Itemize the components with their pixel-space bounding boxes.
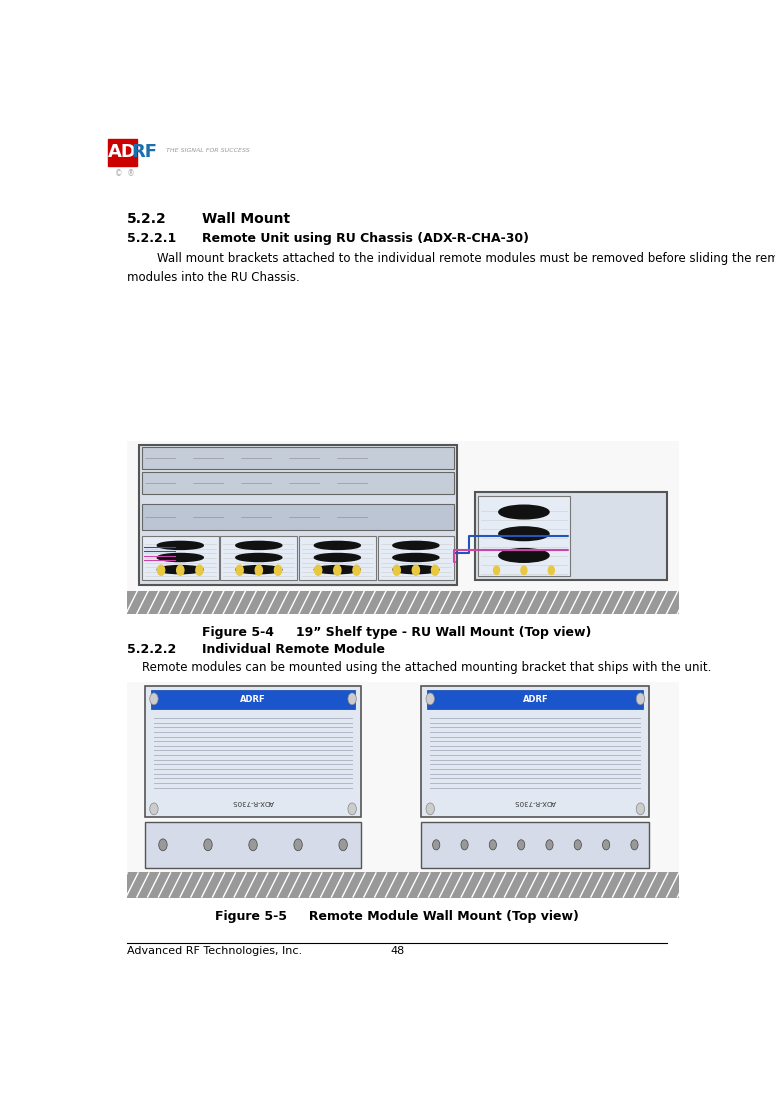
Text: 5.2.2.2: 5.2.2.2: [127, 643, 176, 656]
Ellipse shape: [315, 566, 360, 574]
Circle shape: [494, 566, 500, 575]
Circle shape: [150, 693, 158, 704]
Circle shape: [631, 840, 638, 850]
Bar: [142, 473, 454, 495]
Bar: [145, 686, 361, 818]
Ellipse shape: [157, 554, 203, 562]
Ellipse shape: [236, 554, 282, 562]
Bar: [299, 535, 376, 580]
Text: Individual Remote Module: Individual Remote Module: [202, 643, 385, 656]
Bar: [377, 535, 454, 580]
Ellipse shape: [315, 542, 360, 550]
Circle shape: [274, 565, 281, 575]
Ellipse shape: [499, 526, 549, 541]
Circle shape: [315, 565, 322, 575]
Circle shape: [255, 565, 263, 575]
Circle shape: [426, 803, 435, 814]
Bar: [127, 873, 680, 898]
Circle shape: [546, 840, 553, 850]
Bar: [139, 445, 457, 585]
Bar: [108, 138, 136, 166]
Circle shape: [521, 566, 527, 575]
Text: ©  ®: © ®: [115, 169, 135, 178]
Ellipse shape: [236, 542, 282, 550]
Circle shape: [177, 565, 184, 575]
Circle shape: [426, 693, 435, 704]
Text: Figure 5-5     Remote Module Wall Mount (Top view): Figure 5-5 Remote Module Wall Mount (Top…: [215, 910, 579, 923]
Text: ADX-R-730S: ADX-R-730S: [515, 799, 556, 806]
Bar: [422, 822, 649, 868]
Bar: [478, 496, 570, 576]
Text: Remote modules can be mounted using the attached mounting bracket that ships wit: Remote modules can be mounted using the …: [127, 660, 711, 674]
Circle shape: [204, 839, 212, 851]
Circle shape: [602, 840, 610, 850]
Bar: [422, 686, 649, 818]
Text: ADX-R-730S: ADX-R-730S: [232, 799, 274, 806]
Text: ADRF: ADRF: [240, 696, 266, 704]
Circle shape: [334, 565, 341, 575]
Bar: [145, 822, 361, 868]
Bar: [151, 690, 355, 709]
Text: Figure 5-4     19” Shelf type - RU Wall Mount (Top view): Figure 5-4 19” Shelf type - RU Wall Moun…: [202, 626, 592, 640]
Circle shape: [636, 693, 645, 704]
Circle shape: [636, 803, 645, 814]
Circle shape: [348, 803, 357, 814]
Ellipse shape: [499, 548, 549, 563]
Bar: [427, 690, 643, 709]
Text: Wall Mount: Wall Mount: [202, 212, 290, 226]
Circle shape: [339, 839, 347, 851]
Text: Advanced RF Technologies, Inc.: Advanced RF Technologies, Inc.: [127, 946, 302, 956]
Ellipse shape: [157, 566, 203, 574]
Text: RF: RF: [132, 143, 157, 162]
Circle shape: [150, 803, 158, 814]
Ellipse shape: [236, 566, 282, 574]
Text: modules into the RU Chassis.: modules into the RU Chassis.: [127, 270, 300, 284]
Circle shape: [249, 839, 257, 851]
Ellipse shape: [499, 506, 549, 519]
Ellipse shape: [393, 554, 439, 562]
Circle shape: [432, 840, 440, 850]
Text: 5.2.2: 5.2.2: [127, 212, 167, 226]
Circle shape: [432, 565, 439, 575]
Circle shape: [518, 840, 525, 850]
Text: 5.2.2.1: 5.2.2.1: [127, 232, 176, 245]
Bar: [142, 504, 454, 530]
Circle shape: [157, 565, 165, 575]
Bar: [142, 535, 219, 580]
Bar: [127, 681, 680, 898]
Circle shape: [489, 840, 497, 850]
Circle shape: [348, 693, 357, 704]
Ellipse shape: [393, 542, 439, 550]
Text: THE SIGNAL FOR SUCCESS: THE SIGNAL FOR SUCCESS: [166, 148, 250, 153]
Bar: [127, 441, 680, 614]
Text: Wall mount brackets attached to the individual remote modules must be removed be: Wall mount brackets attached to the indi…: [127, 252, 775, 265]
Circle shape: [412, 565, 419, 575]
Circle shape: [236, 565, 243, 575]
Bar: [142, 446, 454, 468]
Text: AD: AD: [109, 143, 137, 162]
Circle shape: [461, 840, 468, 850]
Circle shape: [574, 840, 581, 850]
Ellipse shape: [315, 554, 360, 562]
Bar: [220, 535, 297, 580]
Text: Remote Unit using RU Chassis (ADX-R-CHA-30): Remote Unit using RU Chassis (ADX-R-CHA-…: [202, 232, 529, 245]
Circle shape: [548, 566, 554, 575]
Ellipse shape: [157, 542, 203, 550]
Text: ADRF: ADRF: [522, 696, 548, 704]
Bar: [475, 491, 667, 580]
Circle shape: [196, 565, 203, 575]
Ellipse shape: [393, 566, 439, 574]
Circle shape: [353, 565, 360, 575]
Circle shape: [294, 839, 302, 851]
Circle shape: [159, 839, 167, 851]
Text: 48: 48: [390, 946, 405, 956]
Bar: [127, 590, 680, 614]
Circle shape: [393, 565, 401, 575]
